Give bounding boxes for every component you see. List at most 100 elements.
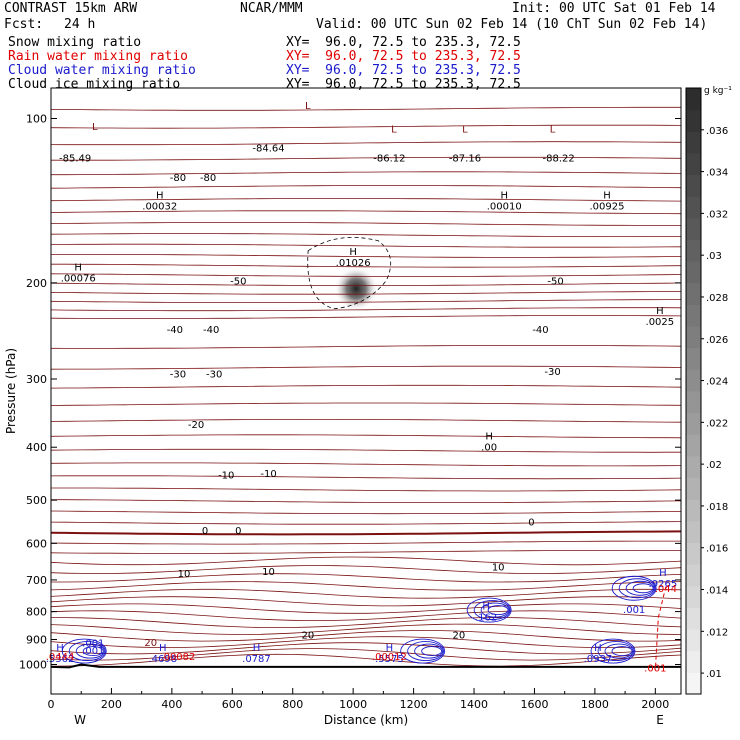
temperature-contour-label: -85.49 <box>59 154 91 165</box>
low-marker: L <box>391 124 397 135</box>
temperature-contour-line <box>51 603 681 614</box>
colorbar-frame <box>685 87 702 695</box>
field-xy-rain: XY= 96.0, 72.5 to 235.3, 72.5 <box>286 49 521 64</box>
high-marker: H <box>56 643 64 654</box>
plot-frame <box>50 87 682 695</box>
temperature-contour-line <box>51 596 681 607</box>
colorbar-segment <box>686 304 701 327</box>
extremum-value-label: .9265 <box>649 579 678 590</box>
y-tick-label: 400 <box>26 441 47 454</box>
high-marker: H <box>594 643 602 654</box>
organization-label: NCAR/MMM <box>240 1 303 16</box>
colorbar-tick-label: .022 <box>706 418 728 429</box>
temperature-contour-line <box>51 636 681 649</box>
colorbar-segment <box>686 88 701 111</box>
temperature-contour-label: -40 <box>532 325 548 336</box>
colorbar-tick-label: .016 <box>706 544 728 555</box>
extremum-value-label: .00082 <box>160 652 195 663</box>
colorbar-tick-label: .014 <box>706 586 728 597</box>
colorbar-tick-label: .01 <box>706 669 722 680</box>
temperature-contour-line <box>51 499 681 503</box>
temperature-contour-label: 0 <box>202 526 208 537</box>
temperature-contour-line <box>51 648 681 661</box>
cloud-water-contour <box>632 583 654 594</box>
extremum-value-label: .001 <box>82 646 104 657</box>
colorbar-segment <box>686 477 701 500</box>
y-tick-label: 200 <box>26 277 47 290</box>
field-xy-cloud-water: XY= 96.0, 72.5 to 235.3, 72.5 <box>286 63 521 78</box>
cloud-water-contour <box>61 638 107 664</box>
temperature-contour-line <box>51 475 681 480</box>
cloud-water-contour <box>597 641 635 662</box>
temperature-contour-line <box>51 402 681 406</box>
colorbar-segment <box>686 542 701 565</box>
cloud-water-contour <box>611 646 633 657</box>
x-tick-label: 2000 <box>641 698 669 711</box>
extremum-value-label: 20 <box>144 638 157 649</box>
extremum-value-label: .001 <box>82 638 104 649</box>
x-tick-label: 1400 <box>460 698 488 711</box>
temperature-contour-line <box>51 254 681 258</box>
temperature-contour-label: -20 <box>188 420 204 431</box>
y-tick-label: 500 <box>26 494 47 507</box>
temperature-contour-label: 20 <box>453 631 466 642</box>
y-tick-label: 800 <box>26 606 47 619</box>
colorbar-segment <box>686 672 701 695</box>
high-marker: H <box>253 643 261 654</box>
x-tick-label: 200 <box>101 698 122 711</box>
temperature-contour-line <box>51 573 681 583</box>
temperature-contour-line <box>51 156 681 161</box>
temperature-contour-line <box>51 198 681 202</box>
temperature-contour-label: 0 <box>528 517 534 528</box>
temperature-contour-line <box>51 221 681 226</box>
high-marker: H <box>500 190 508 201</box>
high-marker: H <box>482 602 490 613</box>
model-title: CONTRAST 15km ARW <box>4 1 138 16</box>
temperature-contour-line <box>51 565 681 575</box>
high-marker: H <box>349 247 357 258</box>
extremum-value-label: .00 <box>481 442 497 453</box>
cloud-water-contour <box>414 643 444 659</box>
colorbar-segment <box>686 239 701 262</box>
cloud-water-contour <box>604 643 634 659</box>
colorbar-tick-label: .036 <box>706 126 728 137</box>
x-axis-title: Distance (km) <box>324 713 408 727</box>
snow-region-outline <box>307 236 392 310</box>
east-end-label: E <box>656 713 664 727</box>
cloud-water-contour <box>400 638 446 664</box>
temperature-contour-label: 0 <box>235 526 241 537</box>
field-name-rain: Rain water mixing ratio <box>8 49 189 64</box>
temperature-contour-line <box>51 642 681 655</box>
temperature-contour-line <box>51 185 681 189</box>
low-marker: L <box>550 124 556 135</box>
low-marker: L <box>462 124 468 135</box>
colorbar-segment <box>686 282 701 305</box>
temperature-contour-line <box>51 233 681 237</box>
colorbar-segment <box>686 109 701 132</box>
colorbar-segment <box>686 520 701 543</box>
temperature-contour-line <box>51 307 681 312</box>
field-name-snow: Snow mixing ratio <box>8 35 142 50</box>
colorbar-segment <box>686 217 701 240</box>
colorbar-segment <box>686 629 701 652</box>
temperature-contour-line <box>51 299 681 303</box>
valid-time: Valid: 00 UTC Sun 02 Feb 14 (10 ChT Sun … <box>316 17 708 32</box>
high-marker: H <box>485 431 493 442</box>
colorbar-segment <box>686 412 701 435</box>
temperature-contour-line <box>51 653 681 667</box>
colorbar-segment <box>686 499 701 522</box>
west-end-label: W <box>74 713 86 727</box>
field-name-cloud-water: Cloud water mixing ratio <box>8 63 196 78</box>
colorbar-segment <box>686 607 701 630</box>
colorbar-segment <box>686 152 701 176</box>
temperature-contour-line <box>51 550 681 554</box>
x-tick-label: 600 <box>222 698 243 711</box>
colorbar-segment <box>686 369 701 392</box>
extremum-value-label: .01026 <box>336 258 371 269</box>
high-marker: H <box>74 263 82 274</box>
temperature-contour-line <box>51 282 681 286</box>
cloud-water-contour <box>473 600 511 621</box>
extremum-value-label: .5575 <box>375 654 404 665</box>
temperature-contour-line <box>51 510 681 515</box>
cloud-water-contour <box>625 580 655 596</box>
